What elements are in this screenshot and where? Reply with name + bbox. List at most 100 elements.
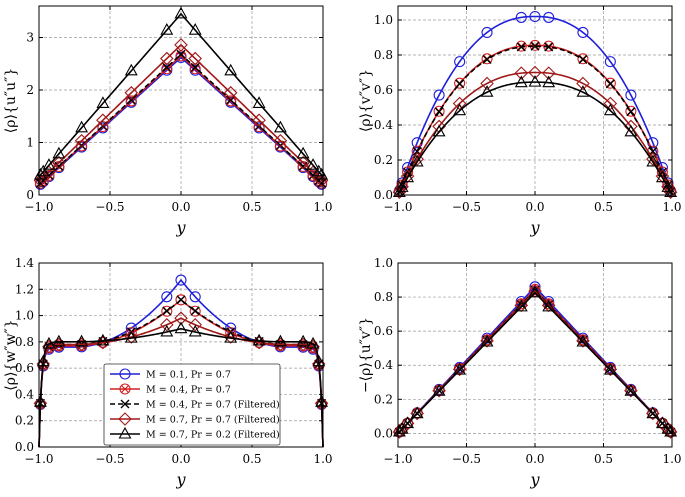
legend-marker [118, 426, 132, 439]
data-point [42, 336, 56, 349]
data-point [542, 75, 556, 88]
data-point [604, 56, 616, 68]
legend-marker [120, 399, 130, 409]
y-axis-label: ⟨ρ⟩{u″u″} [3, 68, 19, 133]
data-point [453, 362, 467, 375]
x-tick-label: −0.5 [452, 200, 481, 214]
data-point [646, 406, 660, 421]
y-tick-label: 3 [26, 31, 34, 45]
data-point [646, 406, 660, 419]
data-point [576, 334, 590, 347]
chart-panel-bottom-right: −1.0 −0.5 0.0 0.5 1.0 0.0 0.2 0.4 0.6 0.8 1.0 y −⟨ρ⟩… [358, 256, 682, 489]
data-point [663, 185, 678, 199]
data-point [273, 120, 287, 133]
series-line-m07_pr02_filtered [397, 291, 673, 434]
x-tick-label: 0.0 [525, 452, 544, 466]
data-point [189, 291, 201, 303]
series-line-m04_pr07_filtered [397, 45, 673, 196]
data-point [661, 422, 675, 434]
data-point [96, 333, 110, 346]
data-point [190, 306, 200, 316]
data-point [176, 49, 186, 59]
x-axis-label: y [529, 470, 540, 489]
y-tick-label: 1.4 [15, 256, 34, 270]
y-tick-label: 2 [26, 83, 34, 97]
data-point [410, 406, 424, 421]
data-point [188, 23, 202, 35]
x-tick-label: −0.5 [452, 452, 481, 466]
data-point [392, 424, 406, 437]
data-point [36, 164, 50, 177]
series-line-m01_pr07 [397, 15, 673, 196]
data-point [296, 334, 310, 347]
y-tick-label: 0.8 [374, 290, 393, 304]
x-tick-label: 0.5 [594, 452, 613, 466]
data-point [160, 51, 174, 66]
data-point [36, 354, 50, 367]
data-point [175, 274, 187, 286]
data-point [174, 321, 188, 334]
data-point [162, 62, 172, 72]
data-point [174, 311, 188, 325]
data-point [530, 41, 540, 51]
data-point [514, 75, 528, 88]
series-line-m04_pr07 [38, 54, 324, 186]
x-tick-label: 0.5 [242, 200, 261, 214]
y-tick-label: 0.4 [15, 387, 34, 401]
series-markers-m07_pr02_filtered [33, 6, 329, 180]
series-line-m01_pr07 [38, 56, 324, 187]
data-point [544, 42, 554, 52]
data-point [576, 85, 590, 97]
data-point [161, 291, 173, 303]
data-point [401, 170, 415, 183]
y-tick-label: 0.8 [374, 48, 393, 62]
y-tick-label: 0.6 [374, 83, 393, 97]
data-point [400, 416, 415, 431]
data-point [75, 334, 89, 347]
data-point [625, 89, 637, 101]
data-point [96, 96, 110, 108]
legend-label: M = 0.4, Pr = 0.7 [146, 385, 231, 396]
legend-label: M = 0.1, Pr = 0.7 [146, 370, 231, 381]
data-point [226, 95, 236, 105]
data-point [52, 146, 66, 159]
data-point [516, 42, 526, 52]
data-point [605, 79, 615, 89]
x-tick-label: 0.5 [242, 452, 261, 466]
x-tick-label: 0.0 [171, 452, 190, 466]
y-tick-label: 1.0 [15, 309, 34, 323]
y-tick-label: 0.4 [374, 358, 393, 372]
x-tick-label: −1.0 [24, 452, 53, 466]
data-point [223, 330, 238, 344]
data-point [160, 324, 174, 337]
data-point [603, 103, 617, 116]
data-point [543, 11, 555, 23]
data-point [401, 416, 415, 429]
data-point [626, 107, 636, 117]
data-point [433, 89, 445, 101]
series-line-m04_pr07_filtered [397, 289, 673, 434]
data-point [124, 330, 139, 344]
data-point [624, 124, 638, 137]
data-point [176, 295, 186, 305]
data-point [432, 383, 446, 398]
data-point [482, 55, 492, 65]
legend-marker [119, 368, 131, 380]
y-tick-label: 1 [26, 136, 34, 150]
x-tick-label: 1.0 [313, 200, 332, 214]
data-point [296, 146, 310, 159]
y-tick-label: 0.2 [374, 392, 393, 406]
data-point [306, 336, 320, 349]
data-point [188, 317, 202, 332]
data-point [603, 96, 618, 111]
data-point [306, 158, 320, 170]
series-markers-m07_pr02_filtered [392, 74, 678, 197]
data-point [542, 299, 556, 312]
data-point [453, 103, 467, 116]
series-line-m07_pr07_filtered [38, 43, 324, 183]
data-point [515, 11, 527, 23]
legend-marker [118, 412, 132, 426]
data-point [528, 74, 542, 87]
data-point [480, 334, 494, 347]
